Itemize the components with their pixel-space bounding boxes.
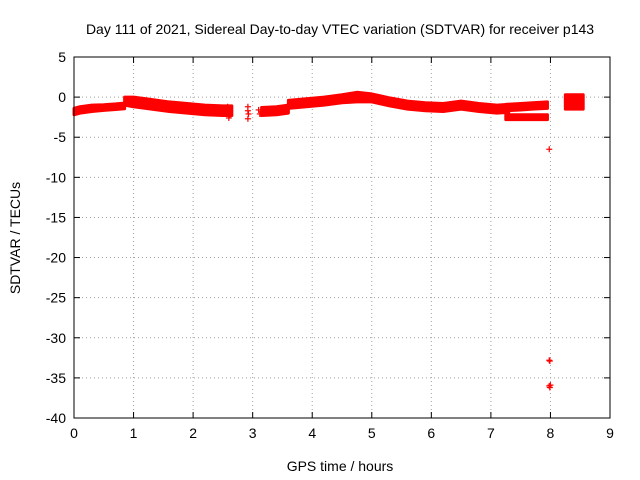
data-band [563,93,585,111]
data-band [504,100,549,113]
y-tick-label: -5 [54,129,67,145]
data-point [255,106,262,113]
data-point [227,111,234,118]
y-tick-label: -35 [46,370,66,386]
data-point [547,382,554,389]
data-band [72,101,127,117]
y-tick-label: -20 [46,250,66,266]
y-tick-label: 0 [58,89,66,105]
y-tick-label: -10 [46,169,66,185]
data-band [286,90,511,115]
plot-frame [73,56,611,419]
x-tick-label: 2 [189,425,197,441]
x-tick-label: 1 [130,425,138,441]
data-band [260,103,290,118]
data-point [244,115,251,122]
y-tick-label: 5 [58,49,66,65]
grid [74,57,610,418]
data-point [256,110,263,117]
x-tick-label: 4 [308,425,316,441]
x-tick-label: 5 [368,425,376,441]
y-tick-label: -30 [46,330,66,346]
data-point [225,106,232,113]
data-band [123,95,234,118]
x-tick-label: 3 [249,425,257,441]
x-tick-label: 8 [547,425,555,441]
data-point [546,358,553,365]
x-tick-label: 6 [427,425,435,441]
data-band [504,113,549,122]
data-layer [72,90,585,391]
x-tick-label: 7 [487,425,495,441]
y-axis-label: SDTVAR / TECUs [7,182,23,294]
data-point [546,146,553,153]
data-point [225,114,232,121]
y-tick-label: -40 [46,410,66,426]
y-tick-label: -15 [46,209,66,225]
data-point [224,103,231,110]
x-tick-label: 9 [606,425,614,441]
x-axis-label: GPS time / hours [287,458,394,474]
x-tick-label: 0 [70,425,78,441]
y-tick-label: -25 [46,290,66,306]
chart-title: Day 111 of 2021, Sidereal Day-to-day VTE… [86,21,594,37]
ticks: 0 1 2 3 4 5 6 7 8 9 5 0 -5 -10 -15 -20 -25 -30 -35 -40 [46,49,614,441]
